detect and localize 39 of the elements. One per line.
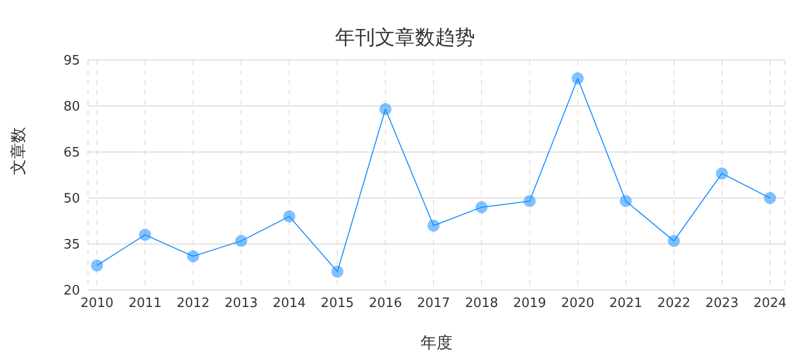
point <box>428 220 440 232</box>
chart-title: 年刊文章数趋势 <box>334 24 476 51</box>
y-axis-title: 文章数 <box>8 127 28 175</box>
y-tick-label: 95 <box>63 54 80 69</box>
point <box>283 210 296 222</box>
x-tick-label: 2012 <box>176 296 210 312</box>
x-tick-label: 2022 <box>657 296 690 312</box>
x-tick-label: 2015 <box>320 296 354 312</box>
point <box>524 195 536 208</box>
point <box>572 72 584 84</box>
point <box>235 234 248 247</box>
x-tick-label: 2014 <box>272 296 306 312</box>
x-tick-label: 2013 <box>224 296 258 312</box>
point <box>91 259 103 272</box>
y-tick-label: 65 <box>63 146 80 161</box>
point <box>620 195 632 208</box>
x-tick-label: 2018 <box>465 296 498 312</box>
point <box>668 234 680 247</box>
y-tick-label: 35 <box>63 238 80 253</box>
x-axis-title: 年度 <box>420 333 452 352</box>
x-tick-label: 2016 <box>368 296 402 312</box>
point <box>379 103 392 116</box>
point <box>139 228 152 241</box>
y-tick-label: 20 <box>63 284 80 299</box>
point <box>716 167 728 180</box>
x-tick-label: 2017 <box>416 296 450 312</box>
y-tick-label: 80 <box>63 100 80 115</box>
point <box>476 201 488 214</box>
y-tick-label: 50 <box>63 192 80 207</box>
point <box>764 192 776 204</box>
x-tick-label: 2021 <box>609 296 642 312</box>
x-tick-label: 2019 <box>513 296 546 312</box>
x-tick-label: 2024 <box>753 296 787 312</box>
x-tick-label: 2011 <box>128 296 162 312</box>
point <box>331 266 344 278</box>
x-tick-label: 2020 <box>561 296 594 312</box>
point <box>187 250 200 262</box>
x-tick-label: 2010 <box>80 296 114 312</box>
x-tick-label: 2023 <box>705 296 738 312</box>
